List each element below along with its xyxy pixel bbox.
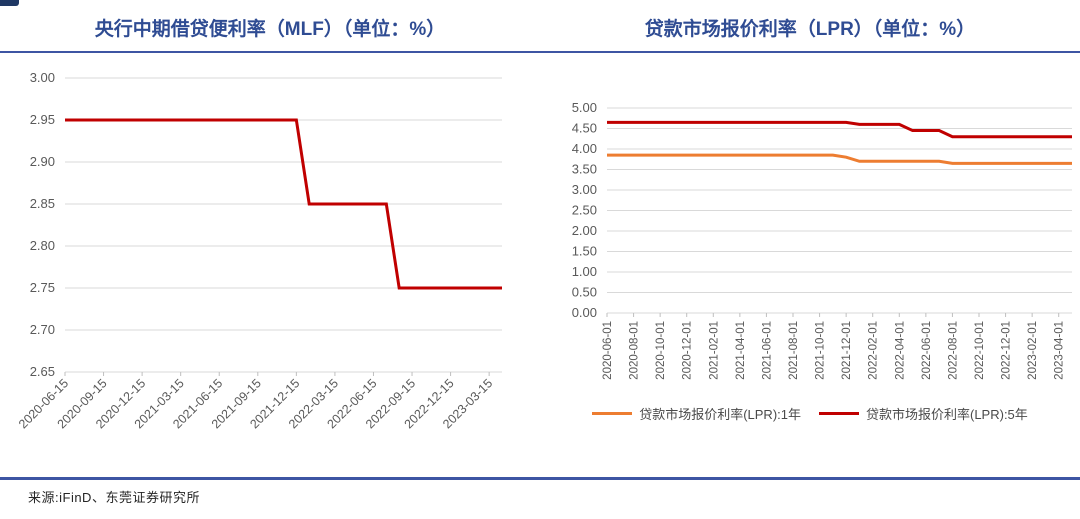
y-tick-label: 0.00 bbox=[572, 305, 597, 320]
x-tick-label: 2021-12-01 bbox=[841, 321, 853, 380]
lpr-chart-legend: 贷款市场报价利率(LPR):1年 贷款市场报价利率(LPR):5年 bbox=[540, 404, 1080, 423]
x-tick-label: 2021-04-01 bbox=[735, 321, 747, 380]
footer-divider bbox=[0, 477, 1080, 480]
y-tick-label: 3.00 bbox=[572, 182, 597, 197]
x-tick-label: 2023-02-01 bbox=[1027, 321, 1039, 380]
x-tick-label: 2021-06-01 bbox=[761, 321, 773, 380]
x-tick-label: 2021-08-01 bbox=[788, 321, 800, 380]
y-tick-label: 1.00 bbox=[572, 264, 597, 279]
y-tick-label: 3.50 bbox=[572, 162, 597, 177]
y-tick-label: 2.70 bbox=[30, 322, 55, 337]
y-tick-label: 0.50 bbox=[572, 285, 597, 300]
page-corner-mark bbox=[0, 0, 19, 6]
y-tick-label: 4.50 bbox=[572, 121, 597, 136]
x-tick-label: 2023-04-01 bbox=[1054, 321, 1066, 380]
x-tick-label: 2022-02-01 bbox=[868, 321, 880, 380]
y-tick-label: 2.65 bbox=[30, 364, 55, 379]
y-tick-label: 2.85 bbox=[30, 196, 55, 211]
legend-line-swatch bbox=[592, 412, 633, 415]
legend-label: 贷款市场报价利率(LPR):1年 bbox=[639, 407, 801, 422]
y-tick-label: 3.00 bbox=[30, 70, 55, 85]
x-tick-label: 2022-04-01 bbox=[894, 321, 906, 380]
x-tick-label: 2022-08-01 bbox=[947, 321, 959, 380]
mlf-chart-title: 央行中期借贷便利率（MLF）（单位：%） bbox=[94, 19, 446, 40]
x-tick-label: 2020-08-01 bbox=[629, 321, 641, 380]
mlf-line-chart: 3.002.952.902.852.802.752.702.652020-06-… bbox=[16, 70, 502, 431]
series-line-0 bbox=[65, 118, 502, 290]
y-tick-label: 2.90 bbox=[30, 154, 55, 169]
legend-item: 贷款市场报价利率(LPR):1年 bbox=[592, 404, 801, 423]
lpr-line-chart: 5.00 4.50 4.00 3.50 3.00 2.50 2.00 1.50 1.00 0.50… bbox=[572, 100, 1072, 380]
series-line-1 bbox=[607, 120, 1072, 139]
x-tick-label: 2021-02-01 bbox=[708, 321, 720, 380]
lpr-chart-title: 贷款市场报价利率（LPR）（单位：%） bbox=[644, 19, 976, 40]
x-tick-label: 2020-10-01 bbox=[655, 321, 667, 380]
y-tick-label: 2.80 bbox=[30, 238, 55, 253]
y-tick-label: 2.75 bbox=[30, 280, 55, 295]
y-tick-label: 5.00 bbox=[572, 100, 597, 115]
legend-item: 贷款市场报价利率(LPR):5年 bbox=[819, 404, 1028, 423]
legend-label: 贷款市场报价利率(LPR):5年 bbox=[866, 407, 1028, 422]
y-tick-label: 2.00 bbox=[572, 223, 597, 238]
x-tick-label: 2020-06-01 bbox=[602, 321, 614, 380]
y-tick-label: 2.50 bbox=[572, 203, 597, 218]
y-tick-label: 2.95 bbox=[30, 112, 55, 127]
x-tick-label: 2022-12-01 bbox=[1001, 321, 1013, 380]
x-tick-label: 2020-12-01 bbox=[682, 321, 694, 380]
title-underline-divider bbox=[0, 51, 1080, 53]
y-tick-label: 4.00 bbox=[572, 141, 597, 156]
x-tick-label: 2022-06-01 bbox=[921, 321, 933, 380]
y-tick-label: 1.50 bbox=[572, 244, 597, 259]
series-line-0 bbox=[607, 153, 1072, 165]
x-tick-label: 2021-10-01 bbox=[815, 321, 827, 380]
x-tick-label: 2022-10-01 bbox=[974, 321, 986, 380]
legend-line-swatch bbox=[819, 412, 859, 415]
source-note: 来源:iFinD、东莞证券研究所 bbox=[28, 490, 200, 505]
